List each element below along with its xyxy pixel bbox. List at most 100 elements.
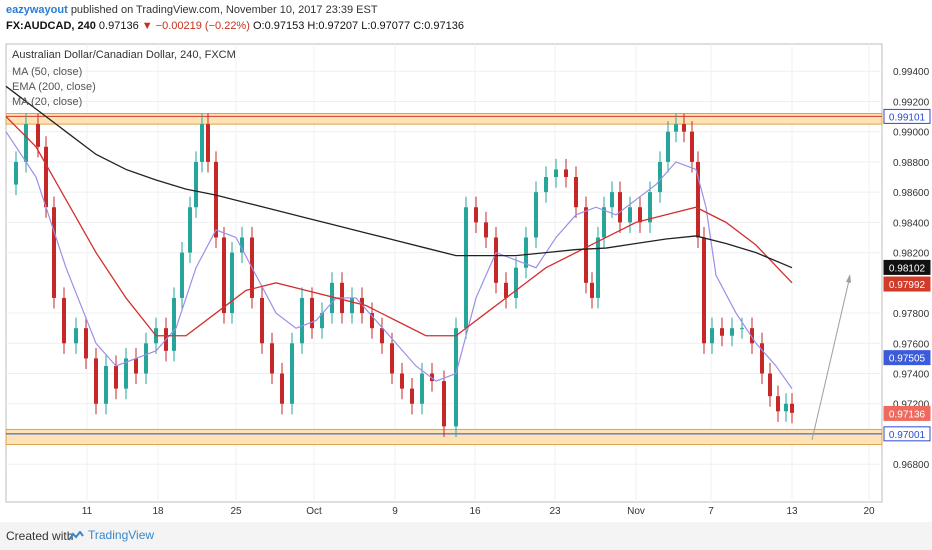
candle-body: [740, 328, 744, 330]
candle-body: [760, 343, 764, 374]
publish-line: eazywayout published on TradingView.com,…: [6, 4, 378, 16]
candle-body: [696, 161, 700, 238]
candle-body: [504, 282, 508, 298]
candle-body: [430, 373, 434, 382]
x-tick-label: 25: [230, 506, 242, 517]
brand-name: TradingView: [88, 528, 155, 542]
candle-body: [36, 124, 40, 147]
x-tick-label: 11: [82, 506, 93, 517]
candle-body: [420, 373, 424, 404]
cloud-icon: [68, 530, 84, 541]
candle-body: [584, 207, 588, 283]
time-axis[interactable]: 11 18 25 Oct 9 16 23 Nov 7 13 20: [82, 506, 875, 517]
candle-body: [144, 343, 148, 374]
candle-body: [320, 313, 324, 329]
projection-arrow: [811, 274, 851, 441]
candle-body: [590, 282, 594, 298]
candle-body: [648, 192, 652, 223]
candle-body: [544, 177, 548, 193]
candle-body: [534, 192, 538, 238]
candle-body: [104, 365, 108, 404]
candle-body: [454, 328, 458, 427]
candle-body: [702, 237, 706, 344]
price-label-text: 0.97505: [889, 354, 926, 365]
candle-body: [290, 343, 294, 404]
candle-body: [14, 161, 18, 185]
x-tick-label: 16: [469, 506, 481, 517]
price-axis[interactable]: 0.99400 0.99200 0.99000 0.98800 0.98600 0.984…: [893, 67, 930, 471]
ema200-line: [5, 85, 793, 269]
price-label-text: 0.97001: [889, 430, 926, 441]
chart-legend: Australian Dollar/Canadian Dollar, 240, …: [12, 49, 236, 108]
x-tick-label: 7: [708, 506, 714, 517]
price-label-box: [883, 259, 931, 275]
price-label-box: [883, 108, 931, 124]
y-tick-label: 0.98800: [893, 158, 930, 169]
ohlc-values: O:0.97153 H:0.97207 L:0.97077 C:0.97136: [252, 20, 464, 32]
candle-body: [790, 403, 794, 413]
symbol-line: FX:AUDCAD, 240 0.97136 ▼ −0.00219 (−0.22…: [6, 20, 464, 32]
price-label-box: [883, 276, 931, 292]
candle-body: [682, 124, 686, 132]
tradingview-logo[interactable]: TradingView: [68, 528, 154, 542]
candle-body: [494, 237, 498, 283]
chart-header: eazywayout published on TradingView.com,…: [0, 0, 932, 38]
candle-body: [514, 267, 518, 298]
y-tick-label: 0.97200: [893, 400, 930, 411]
candle-body: [114, 365, 118, 389]
candle-body: [750, 328, 754, 344]
candle-body: [310, 297, 314, 329]
price-label-text: 0.98102: [889, 263, 926, 274]
ma20-line: [5, 131, 793, 389]
candle-body: [214, 161, 218, 238]
candle-body: [410, 388, 414, 404]
candle-body: [330, 282, 334, 314]
footer-bar: Created with TradingView: [0, 522, 932, 550]
y-tick-label: 0.96800: [893, 460, 930, 471]
x-tick-label: 13: [786, 506, 798, 517]
y-tick-label: 0.99000: [893, 128, 930, 139]
price-label-box: [883, 405, 931, 421]
candle-body: [230, 252, 234, 314]
candle-body: [776, 396, 780, 412]
candle-body: [484, 222, 488, 238]
candle-body: [172, 297, 176, 351]
ma50-line: [5, 116, 793, 337]
candle-body: [300, 297, 304, 344]
candle-body: [658, 161, 662, 193]
candle-body: [94, 358, 98, 404]
candle-body: [784, 403, 788, 412]
x-tick-label: Nov: [627, 506, 645, 517]
candle-body: [134, 358, 138, 374]
x-tick-label: Oct: [306, 506, 322, 517]
candle-body: [628, 207, 632, 223]
candle-body: [674, 124, 678, 132]
x-tick-label: 18: [152, 506, 164, 517]
candle-body: [270, 343, 274, 374]
candle-body: [768, 373, 772, 397]
candle-body: [380, 328, 384, 344]
candle-body: [720, 328, 724, 336]
legend-ma20: MA (20, close): [12, 96, 82, 108]
candle-body: [200, 124, 204, 162]
candle-body: [666, 131, 670, 162]
symbol-label: FX:AUDCAD, 240: [6, 20, 96, 32]
candle-body: [206, 124, 210, 162]
candle-body: [84, 328, 88, 359]
price-chart[interactable]: 0.99400 0.99200 0.99000 0.98800 0.98600 0.984…: [0, 38, 932, 522]
author-link[interactable]: eazywayout: [6, 4, 68, 16]
candle-body: [574, 177, 578, 208]
zone-band: [5, 113, 883, 125]
candle-body: [370, 313, 374, 329]
candle-body: [554, 169, 558, 178]
legend-ema200: EMA (200, close): [12, 81, 96, 93]
y-tick-label: 0.97400: [893, 370, 930, 381]
legend-ma50: MA (50, close): [12, 66, 82, 78]
candle-body: [602, 207, 606, 238]
candle-body: [442, 381, 446, 427]
price-labels: 0.99101 0.98102 0.97992 0.97505 0.97136 0.970…: [883, 108, 931, 442]
price-label-box: [883, 350, 931, 366]
candle-body: [260, 297, 264, 344]
price-label-text: 0.97992: [889, 280, 926, 291]
price-change: ▼ −0.00219 (−0.22%): [141, 20, 250, 32]
